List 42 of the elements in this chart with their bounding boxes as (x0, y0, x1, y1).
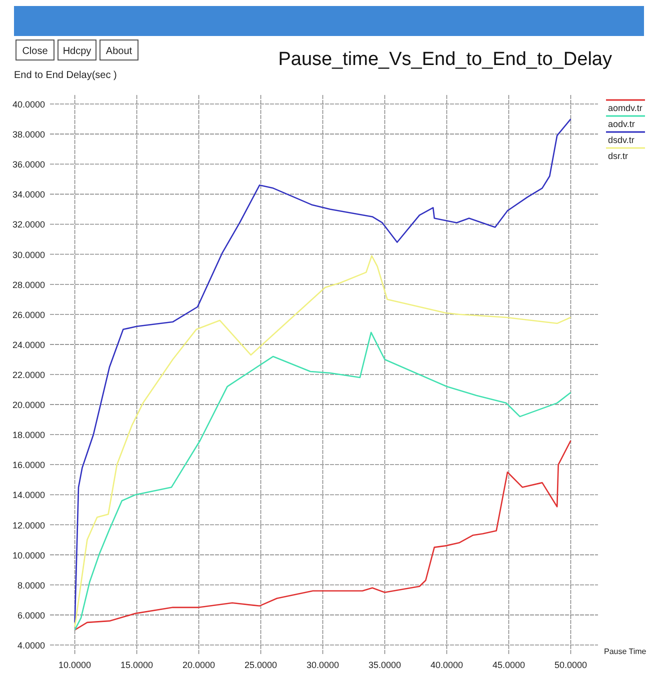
legend-label: dsdv.tr (608, 135, 634, 145)
legend-label: aodv.tr (608, 119, 635, 129)
y-tick-label: 6.0000 (17, 610, 45, 620)
y-tick-label: 16.0000 (12, 460, 45, 470)
y-tick-label: 40.0000 (12, 100, 45, 110)
y-axis-title: End to End Delay(sec ) (14, 70, 117, 81)
y-tick-label: 12.0000 (12, 520, 45, 530)
x-tick-label: 35.0000 (368, 660, 402, 670)
x-axis-title: Pause Time (604, 647, 647, 656)
y-tick-label: 28.0000 (12, 280, 45, 290)
text: About (106, 46, 132, 57)
y-tick-label: 26.0000 (12, 310, 45, 320)
y-tick-label: 32.0000 (12, 220, 45, 230)
y-tick-label: 20.0000 (12, 400, 45, 410)
line-series (74, 118, 572, 624)
legend-label: dsr.tr (608, 151, 628, 161)
x-tick-label: 50.0000 (554, 660, 587, 670)
legend-label: aomdv.tr (608, 103, 642, 113)
text: Hdcpy (62, 46, 92, 57)
y-tick-label: 38.0000 (12, 130, 45, 140)
line-series (74, 255, 572, 628)
text: Close (22, 46, 48, 57)
line-series (74, 440, 572, 631)
y-tick-label: 4.0000 (17, 640, 45, 650)
x-tick-label: 10.0000 (58, 660, 92, 670)
x-tick-label: 25.0000 (244, 660, 278, 670)
x-tick-label: 30.0000 (306, 660, 340, 670)
y-tick-label: 22.0000 (12, 370, 45, 380)
y-tick-label: 14.0000 (12, 490, 45, 500)
y-tick-label: 18.0000 (12, 430, 45, 440)
x-tick-label: 40.0000 (430, 660, 464, 670)
line-series (74, 332, 572, 631)
y-tick-label: 34.0000 (12, 190, 45, 200)
x-tick-label: 20.0000 (182, 660, 216, 670)
y-tick-label: 36.0000 (12, 160, 45, 170)
chart-title: Pause_time_Vs_End_to_End_to_Delay (278, 49, 612, 70)
y-tick-label: 10.0000 (12, 550, 45, 560)
x-tick-label: 15.0000 (120, 660, 154, 670)
x-tick-label: 45.0000 (492, 660, 526, 670)
y-tick-label: 24.0000 (12, 340, 45, 350)
y-tick-label: 30.0000 (12, 250, 45, 260)
y-tick-label: 8.0000 (17, 580, 45, 590)
